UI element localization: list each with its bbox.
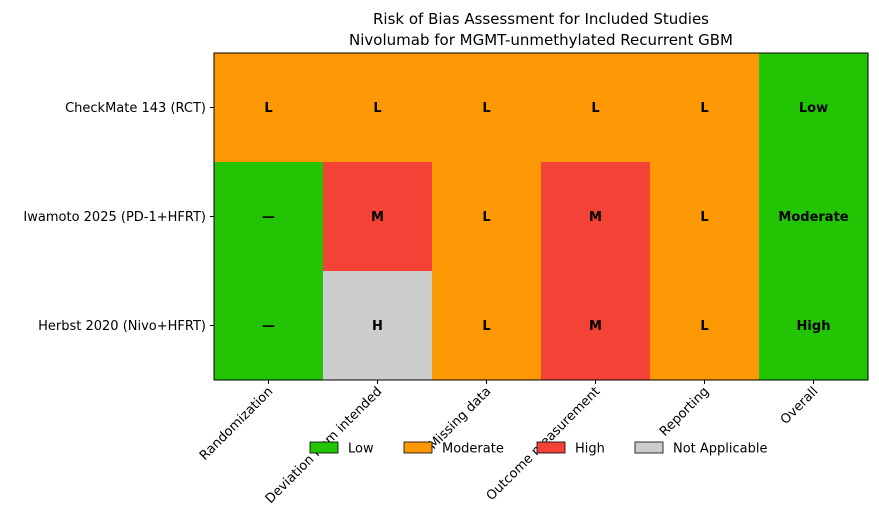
heatmap-cell-iwamoto-2025-pd-1-hfrt-reporting — [650, 162, 760, 272]
heatmap-cell-checkmate-143-rct-missing-data — [432, 53, 542, 163]
heatmap-cell-iwamoto-2025-pd-1-hfrt-missing-data — [432, 162, 542, 272]
legend-label: High — [575, 442, 605, 457]
y-tick-label: CheckMate 143 (RCT) — [65, 101, 206, 116]
heatmap-cell-herbst-2020-nivo-hfrt-deviation-from-intended — [323, 271, 433, 381]
cell-label: H — [372, 319, 383, 334]
cell-label: L — [264, 101, 272, 116]
heatmap-cell-herbst-2020-nivo-hfrt-missing-data — [432, 271, 542, 381]
chart-subtitle: Nivolumab for MGMT-unmethylated Recurren… — [349, 31, 733, 49]
heatmap-cell-checkmate-143-rct-deviation-from-intended — [323, 53, 433, 163]
legend-label: Not Applicable — [673, 442, 768, 457]
legend-swatch-moderate — [403, 441, 433, 454]
cell-label: M — [371, 210, 384, 225]
legend-label: Moderate — [442, 442, 504, 457]
y-tick-label: Iwamoto 2025 (PD-1+HFRT) — [23, 210, 206, 225]
chart-title: Risk of Bias Assessment for Included Stu… — [373, 10, 709, 28]
y-tick-label: Herbst 2020 (Nivo+HFRT) — [38, 319, 206, 334]
heatmap-cell-herbst-2020-nivo-hfrt-overall — [759, 271, 869, 381]
heatmap-cell-iwamoto-2025-pd-1-hfrt-outcome-measurement — [541, 162, 651, 272]
cell-label: — — [262, 319, 275, 334]
heatmap-cell-herbst-2020-nivo-hfrt-outcome-measurement — [541, 271, 651, 381]
cell-labels: L L L L L Low — M L M L Moderate — H L M L High — [262, 101, 849, 334]
cell-label: M — [589, 319, 602, 334]
cell-label: L — [482, 101, 490, 116]
legend: Low Moderate High Not Applicable — [309, 441, 768, 457]
cell-label: L — [482, 319, 490, 334]
legend-label: Low — [348, 442, 374, 457]
heatmap-cell-iwamoto-2025-pd-1-hfrt-deviation-from-intended — [323, 162, 433, 272]
legend-swatch-low — [309, 441, 339, 454]
cell-label: High — [797, 319, 831, 334]
heatmap-cell-checkmate-143-rct-reporting — [650, 53, 760, 163]
cell-label: Moderate — [778, 210, 848, 225]
cell-label: Low — [799, 101, 828, 116]
cell-label: L — [591, 101, 599, 116]
heatmap-cell-checkmate-143-rct-outcome-measurement — [541, 53, 651, 163]
x-tick-label: Reporting — [657, 384, 712, 439]
heatmap-cell-iwamoto-2025-pd-1-hfrt-overall — [759, 162, 869, 272]
cell-label: L — [700, 101, 708, 116]
cell-label: M — [589, 210, 602, 225]
legend-swatch-high — [536, 441, 566, 454]
y-axis: CheckMate 143 (RCT) Iwamoto 2025 (PD-1+HF… — [23, 101, 214, 334]
heatmap-cell-herbst-2020-nivo-hfrt-randomization — [214, 271, 324, 381]
heatmap-cells — [214, 53, 869, 381]
legend-swatch-not-applicable — [634, 441, 664, 454]
x-tick-label: Overall — [778, 384, 821, 427]
cell-label: — — [262, 210, 275, 225]
heatmap-cell-iwamoto-2025-pd-1-hfrt-randomization — [214, 162, 324, 272]
cell-label: L — [700, 210, 708, 225]
heatmap-cell-checkmate-143-rct-overall — [759, 53, 869, 163]
x-tick-label: Randomization — [197, 384, 276, 463]
heatmap-cell-checkmate-143-rct-randomization — [214, 53, 324, 163]
cell-label: L — [482, 210, 490, 225]
heatmap-cell-herbst-2020-nivo-hfrt-reporting — [650, 271, 760, 381]
cell-label: L — [700, 319, 708, 334]
cell-label: L — [373, 101, 381, 116]
